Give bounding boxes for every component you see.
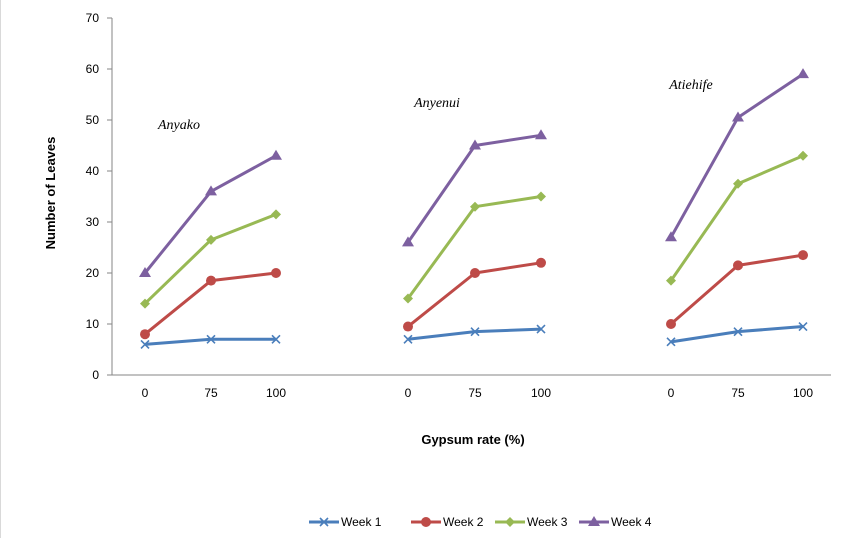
data-point [403,321,413,332]
y-tick-label: 60 [86,62,100,76]
legend-label: Week 4 [611,515,652,529]
data-point [665,231,677,242]
group-label: Atiehife [668,78,713,93]
x-tick-label: 0 [142,386,149,400]
data-point [536,191,546,202]
legend-item: Week 2 [411,515,484,529]
data-point [798,150,808,161]
series-line [669,72,804,239]
series-line [143,154,277,274]
data-point [798,250,808,261]
series-line [406,133,542,244]
x-tick-label: 75 [204,386,218,400]
data-point [402,236,414,247]
axes [107,17,831,376]
x-tick-label: 100 [531,386,551,400]
data-point [732,111,744,122]
data-point [469,139,481,150]
data-point [206,275,216,286]
group-label: Anyako [157,118,200,133]
data-point [205,185,217,196]
y-tick-label: 40 [86,164,100,178]
data-point [271,268,281,278]
data-point [536,324,546,334]
data-point [403,293,413,304]
data-point [666,337,676,347]
series-line [670,325,804,344]
x-tick-label: 75 [468,386,482,400]
x-tick-label: 100 [793,386,813,400]
legend-label: Week 1 [341,515,382,529]
data-point [470,201,480,212]
legend-item: Week 1 [309,515,382,529]
data-point [139,267,151,277]
y-tick-label: 10 [86,317,100,331]
y-tick-label: 50 [86,113,100,127]
x-tick-label: 75 [731,386,745,400]
data-point [588,516,600,526]
data-point [140,298,150,309]
data-point [270,149,282,160]
legend-item: Week 4 [579,515,652,529]
data-point [140,329,150,340]
x-tick-label: 100 [266,386,286,400]
series-lines [139,68,809,349]
data-point [797,68,809,79]
data-point [403,334,413,344]
y-tick-label: 30 [86,215,100,229]
data-point [535,129,547,140]
x-tick-label: 0 [668,386,675,400]
legend-item: Week 3 [495,515,568,529]
y-tick-label: 0 [92,368,99,382]
y-tick-labels: 0 10 20 30 40 50 60 70 [86,11,100,382]
group-labels: Anyako Anyenui Atiehife [157,78,713,133]
data-point [733,327,743,337]
data-point [470,268,480,278]
data-point [206,234,216,245]
group-label: Anyenui [413,96,460,111]
data-point [505,517,515,527]
data-point [206,334,216,344]
x-axis-label: Gypsum rate (%) [421,432,524,447]
legend-label: Week 3 [527,515,568,529]
data-point [470,327,480,337]
data-point [271,209,281,220]
x-tick-label: 0 [405,386,412,400]
data-point [798,321,808,332]
y-tick-label: 70 [86,11,100,25]
data-point [421,517,431,527]
data-point [666,319,676,329]
data-point [536,257,546,268]
x-tick-labels: 0 75 100 0 75 100 0 75 100 [142,386,814,400]
legend: Week 1 Week 2 Week 3 Week 4 [309,515,652,529]
data-point [666,275,676,286]
data-point [140,339,150,349]
data-point [733,260,743,271]
data-point [319,517,329,527]
y-tick-label: 20 [86,266,100,280]
y-axis-label: Number of Leaves [43,137,58,250]
series-line [143,212,277,305]
data-point [733,178,743,189]
data-point [271,334,281,344]
legend-label: Week 2 [443,515,484,529]
